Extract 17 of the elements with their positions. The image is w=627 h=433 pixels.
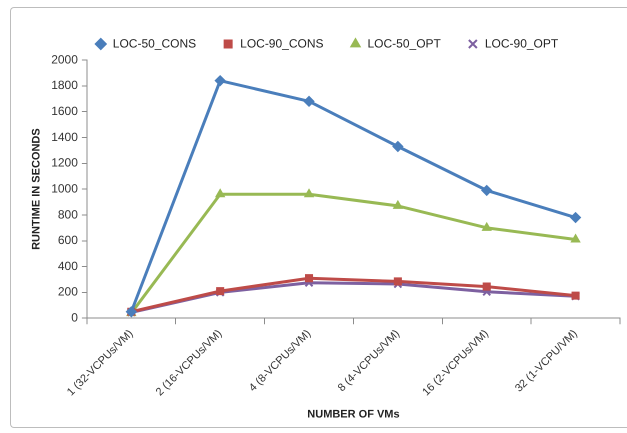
y-tick-label: 2000 — [51, 52, 78, 66]
y-axis-title: RUNTIME IN SECONDS — [30, 128, 43, 250]
legend-label: LOC-90_CONS — [240, 36, 324, 50]
y-tick-label: 200 — [58, 284, 78, 299]
legend-label: LOC-90_OPT — [484, 36, 559, 50]
legend-label: LOC-50_CONS — [112, 36, 196, 50]
y-tick-label: 0 — [71, 310, 78, 325]
y-tick-label: 1200 — [51, 156, 78, 170]
y-tick-label: 400 — [58, 258, 78, 273]
y-tick-label: 1000 — [51, 181, 78, 196]
x-axis-title: NUMBER OF VMs — [307, 408, 400, 420]
y-tick-label: 1800 — [51, 78, 78, 92]
y-tick-label: 600 — [58, 233, 78, 248]
legend-label: LOC-50_OPT — [368, 36, 442, 50]
y-tick-label: 1600 — [51, 104, 78, 118]
y-tick-label: 1400 — [51, 130, 78, 144]
y-tick-label: 800 — [58, 207, 78, 222]
